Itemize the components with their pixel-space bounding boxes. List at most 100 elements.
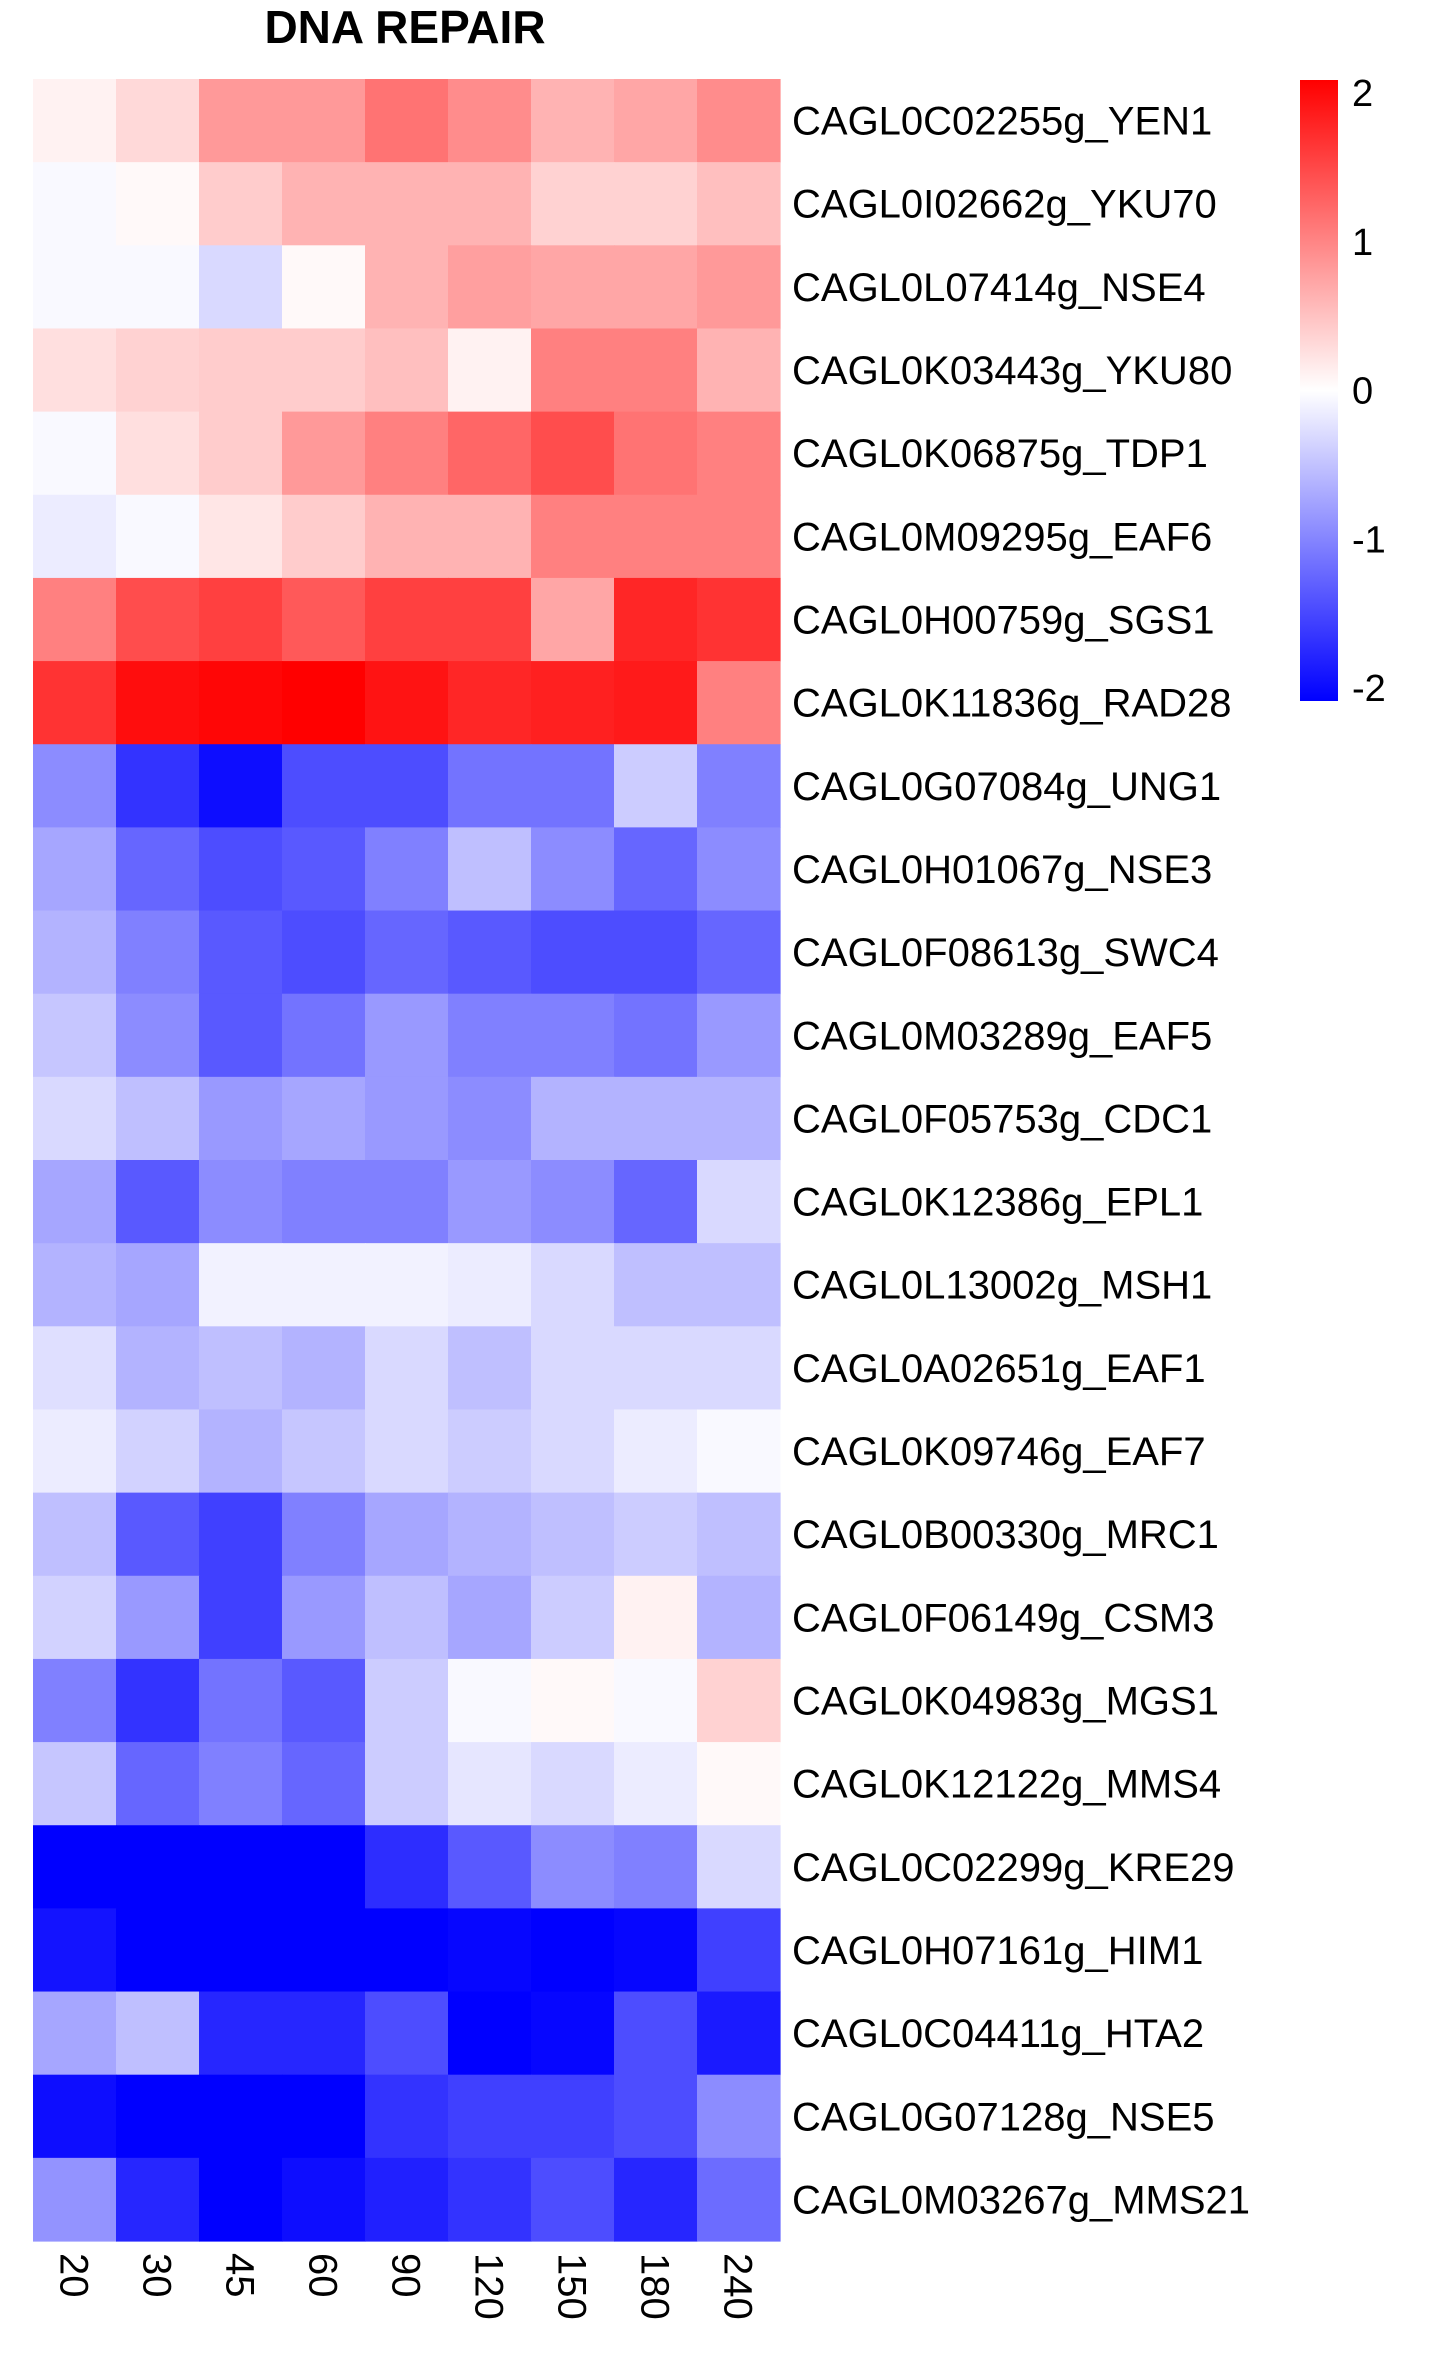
heatmap-cell (448, 2074, 532, 2159)
heatmap-cell (199, 1243, 283, 1327)
heatmap-cell (365, 1243, 449, 1327)
row-label: CAGL0G07084g_UNG1 (792, 765, 1221, 809)
heatmap-cell (448, 661, 532, 745)
column-label: 150 (550, 2253, 594, 2320)
heatmap-cell (116, 2157, 200, 2242)
heatmap-cell (697, 411, 781, 496)
column-label: 90 (384, 2253, 428, 2298)
heatmap-cell (33, 1243, 117, 1327)
heatmap-cell (116, 1326, 200, 1411)
heatmap-cell (448, 1492, 532, 1577)
heatmap-cell (199, 2074, 283, 2159)
heatmap-cell (282, 1160, 366, 1244)
heatmap-cell (531, 411, 615, 496)
heatmap-cell (531, 661, 615, 745)
row-label: CAGL0M09295g_EAF6 (792, 515, 1212, 559)
heatmap-cell (33, 1076, 117, 1161)
heatmap-cell (365, 1575, 449, 1660)
heatmap-cell (33, 328, 117, 413)
column-label: 180 (633, 2253, 677, 2320)
heatmap-cell (33, 79, 117, 163)
heatmap-cell (282, 910, 366, 995)
heatmap-cell (365, 328, 449, 413)
heatmap-cell (448, 910, 532, 995)
heatmap-cell (365, 494, 449, 579)
heatmap-cell (614, 1160, 698, 1244)
heatmap-cell (365, 1492, 449, 1577)
heatmap-cell (365, 2157, 449, 2242)
heatmap-cell (365, 162, 449, 246)
heatmap-cell (448, 411, 532, 496)
heatmap-cell (531, 1908, 615, 1993)
heatmap-cell (282, 1409, 366, 1494)
row-label: CAGL0H07161g_HIM1 (792, 1929, 1203, 1973)
heatmap-cell (116, 1243, 200, 1327)
heatmap-cell (448, 1326, 532, 1411)
legend-tick-label: -1 (1352, 519, 1386, 561)
heatmap-cell (697, 245, 781, 330)
heatmap-cell (365, 1742, 449, 1826)
heatmap-cell (199, 1825, 283, 1909)
heatmap-cell (531, 1076, 615, 1161)
heatmap-cell (33, 1825, 117, 1909)
heatmap-cell (614, 993, 698, 1078)
heatmap-cell (199, 328, 283, 413)
heatmap-cell (697, 1243, 781, 1327)
heatmap-cell (614, 1991, 698, 2076)
heatmap-cell (282, 1658, 366, 1743)
row-label: CAGL0C02299g_KRE29 (792, 1846, 1235, 1890)
heatmap-cell (697, 1742, 781, 1826)
row-label: CAGL0K12386g_EPL1 (792, 1181, 1203, 1225)
heatmap-cell (614, 1409, 698, 1494)
heatmap-cell (116, 1076, 200, 1161)
heatmap-cell (33, 1326, 117, 1411)
heatmap-cell (531, 494, 615, 579)
heatmap-cell (33, 1908, 117, 1993)
heatmap-cells (33, 79, 781, 2242)
heatmap-cell (116, 1658, 200, 1743)
heatmap-cell (614, 910, 698, 995)
heatmap-cell (448, 1908, 532, 1993)
heatmap-cell (365, 2074, 449, 2159)
heatmap-cell (531, 1243, 615, 1327)
heatmap-cell (116, 1825, 200, 1909)
heatmap-cell (33, 1575, 117, 1660)
heatmap-cell (33, 2157, 117, 2242)
heatmap-cell (614, 1575, 698, 1660)
row-label: CAGL0B00330g_MRC1 (792, 1513, 1219, 1557)
heatmap-cell (614, 1243, 698, 1327)
heatmap-cell (614, 2157, 698, 2242)
heatmap-cell (199, 1658, 283, 1743)
heatmap-cell (116, 494, 200, 579)
heatmap-cell (697, 661, 781, 745)
heatmap-cell (199, 1742, 283, 1826)
heatmap-cell (614, 1326, 698, 1411)
heatmap-cell (282, 1326, 366, 1411)
heatmap-cell (282, 827, 366, 912)
heatmap-cell (614, 1825, 698, 1909)
heatmap-cell (697, 1825, 781, 1909)
heatmap-cell (116, 910, 200, 995)
heatmap-cell (614, 827, 698, 912)
row-label: CAGL0L07414g_NSE4 (792, 266, 1206, 310)
heatmap-cell (697, 1908, 781, 1993)
heatmap-cell (697, 328, 781, 413)
heatmap-cell (33, 245, 117, 330)
row-label: CAGL0I02662g_YKU70 (792, 183, 1217, 227)
heatmap-cell (697, 1575, 781, 1660)
heatmap-cell (448, 2157, 532, 2242)
heatmap-cell (199, 661, 283, 745)
heatmap-cell (697, 1326, 781, 1411)
heatmap-cell (116, 1409, 200, 1494)
heatmap-cell (282, 79, 366, 163)
heatmap-cell (33, 577, 117, 662)
row-label: CAGL0F06149g_CSM3 (792, 1596, 1214, 1640)
heatmap-cell (448, 827, 532, 912)
heatmap-cell (199, 494, 283, 579)
heatmap-cell (33, 744, 117, 828)
heatmap-cell (199, 1409, 283, 1494)
heatmap-cell (531, 2157, 615, 2242)
heatmap-cell (614, 744, 698, 828)
heatmap-cell (116, 328, 200, 413)
heatmap-cell (614, 411, 698, 496)
